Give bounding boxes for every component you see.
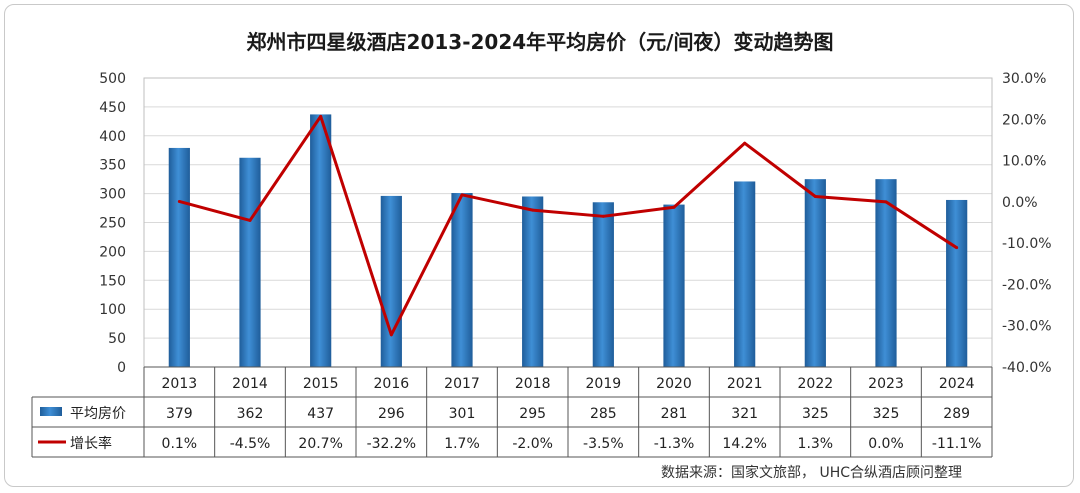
bar-2024 [946,199,968,367]
x-category-label: 2013 [162,376,198,392]
right-axis-tick-label: -40.0% [1002,360,1052,376]
source-note: 数据来源：国家文旅部， UHC合纵酒店顾问整理 [661,465,962,481]
left-axis-tick-label: 100 [99,302,126,318]
bar-value-label: 321 [731,406,758,422]
bar-2016 [380,195,402,367]
bar-value-label: 301 [449,406,476,422]
bar-value-label: 295 [519,406,546,422]
growth-value-label: -1.3% [654,436,695,452]
growth-point-2024 [955,246,959,250]
x-category-label: 2015 [303,376,339,392]
growth-point-2020 [672,205,676,209]
growth-point-2015 [319,114,323,118]
right-axis-tick-label: -10.0% [1002,236,1052,252]
x-category-label: 2017 [444,376,480,392]
growth-value-label: -3.5% [583,436,624,452]
bar-2018 [522,196,544,367]
growth-value-label: -4.5% [230,436,271,452]
x-category-label: 2016 [374,376,410,392]
bar-value-label: 362 [237,406,264,422]
x-category-label: 2023 [868,376,904,392]
left-axis-tick-label: 500 [99,71,126,87]
growth-value-label: 20.7% [298,436,342,452]
growth-point-2017 [460,193,464,197]
bar-value-label: 289 [943,406,970,422]
growth-value-label: 1.3% [798,436,834,452]
left-axis-tick-label: 0 [117,360,126,376]
growth-point-2019 [601,214,605,218]
right-axis-tick-label: -20.0% [1002,277,1052,293]
right-axis-tick-label: -30.0% [1002,319,1052,335]
legend-key-bar [40,407,62,416]
bar-value-label: 325 [873,406,900,422]
left-axis-tick-label: 350 [99,158,126,174]
x-category-label: 2014 [232,376,268,392]
bar-value-label: 437 [307,406,334,422]
bar-value-label: 281 [661,406,688,422]
left-axis-tick-label: 400 [99,129,126,145]
growth-value-label: -11.1% [932,436,982,452]
right-axis-tick-label: 30.0% [1002,71,1046,87]
growth-value-label: 14.2% [722,436,766,452]
bar-2020 [663,204,685,367]
bar-value-label: 296 [378,406,405,422]
growth-point-2022 [813,194,817,198]
growth-rate-line [178,114,958,337]
left-axis-tick-label: 50 [108,331,126,347]
right-axis-tick-label: 10.0% [1002,154,1046,170]
x-category-label: 2020 [656,376,692,392]
bar-2021 [734,181,756,367]
left-axis-tick-label: 300 [99,187,126,203]
left-axis-tick-label: 450 [99,100,126,116]
left-axis-tick-label: 250 [99,216,126,232]
right-axis-tick-label: 0.0% [1002,195,1038,211]
legend-label-bar: 平均房价 [70,406,126,422]
growth-value-label: 1.7% [444,436,480,452]
x-category-label: 2022 [798,376,834,392]
growth-value-label: -32.2% [367,436,417,452]
growth-point-2018 [531,208,535,212]
bar-2014 [239,157,261,367]
bar-2013 [168,147,190,367]
x-category-label: 2019 [586,376,622,392]
growth-point-2014 [248,218,252,222]
x-category-label: 2018 [515,376,551,392]
growth-value-label: 0.1% [162,436,198,452]
x-category-label: 2024 [939,376,975,392]
legend-label-line: 增长率 [70,435,112,452]
growth-point-2023 [884,200,888,204]
growth-value-label: -2.0% [512,436,553,452]
bar-value-label: 285 [590,406,617,422]
growth-point-2016 [389,333,393,337]
growth-value-label: 0.0% [868,436,904,452]
growth-point-2021 [743,141,747,145]
bar-2015 [310,114,332,367]
growth-point-2013 [177,199,181,203]
left-axis-tick-label: 150 [99,273,126,289]
chart-title: 郑州市四星级酒店2013-2024年平均房价（元/间夜）变动趋势图 [246,30,834,54]
right-axis-tick-label: 20.0% [1002,112,1046,128]
bar-2017 [451,193,473,367]
bar-value-label: 379 [166,406,193,422]
bar-2019 [592,202,614,367]
bar-2022 [804,179,826,367]
bar-2023 [875,179,897,367]
chart-frame [4,4,1074,487]
bar-value-label: 325 [802,406,829,422]
x-category-label: 2021 [727,376,763,392]
left-axis-tick-label: 200 [99,244,126,260]
